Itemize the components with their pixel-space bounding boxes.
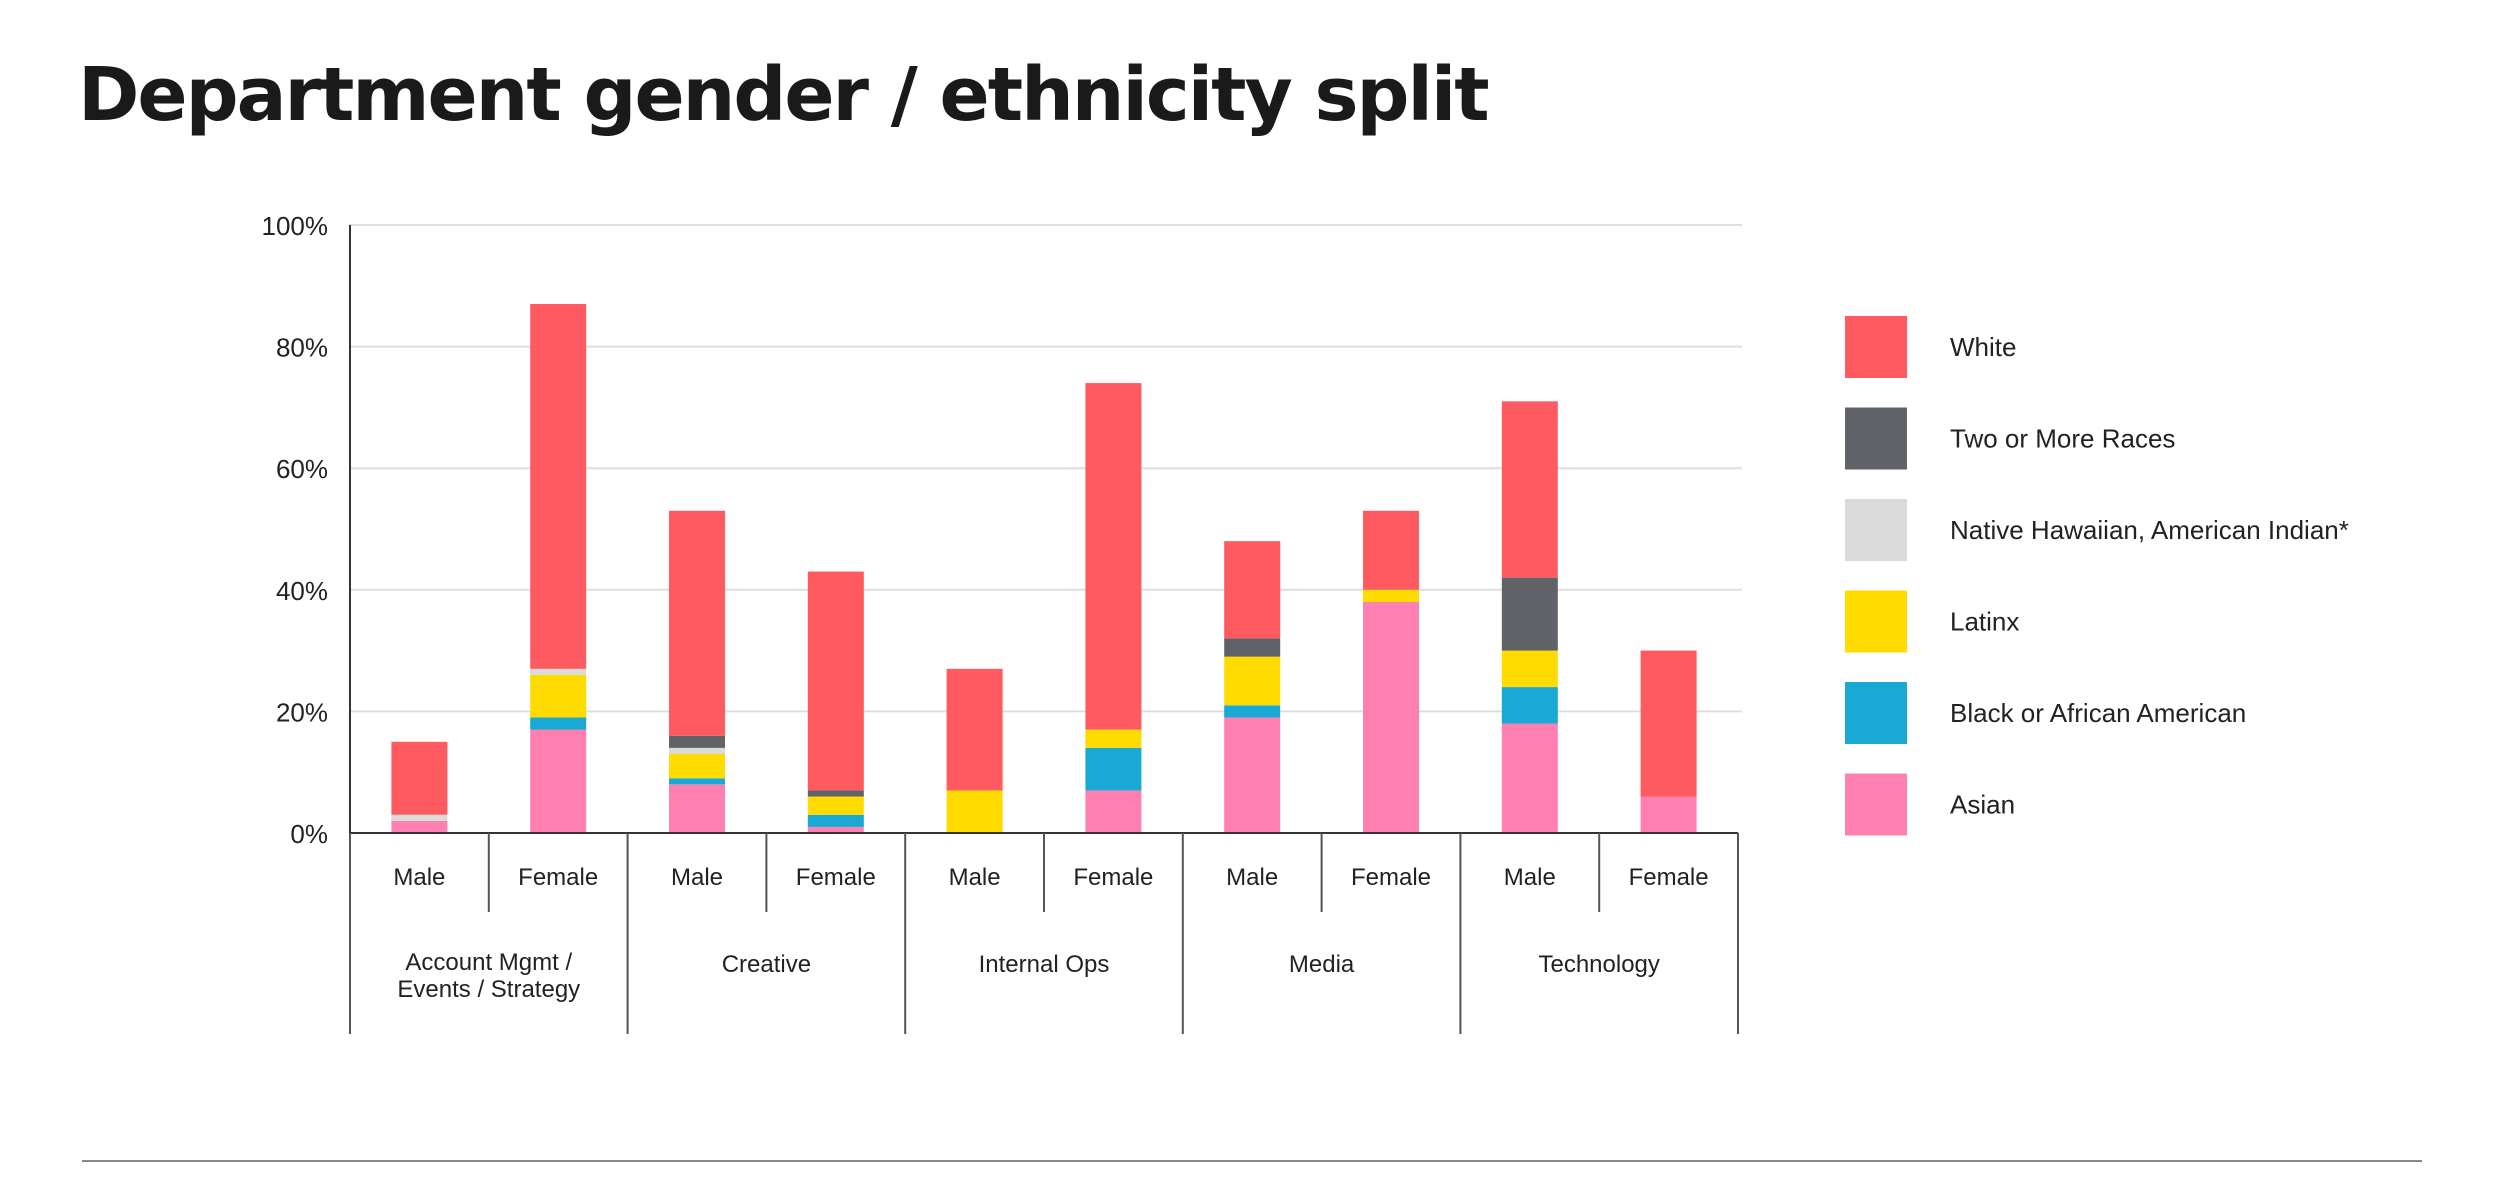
bar-segment — [1085, 383, 1142, 730]
bar-segment — [669, 753, 725, 779]
x-category-label: Female — [518, 864, 598, 891]
bar-segment — [530, 674, 587, 718]
x-category-label: Male — [671, 864, 723, 891]
bar-segment — [530, 717, 587, 730]
y-tick-label: 80% — [276, 333, 328, 363]
bar-segment — [1640, 650, 1697, 797]
y-axis: 0% 20% 40% 60% 80% 100% — [262, 211, 351, 849]
bar-segment — [530, 729, 587, 833]
bar-segment — [669, 510, 725, 736]
x-category-label: Male — [949, 864, 1001, 891]
x-group-label: Technology — [1538, 951, 1659, 978]
bar-segment — [1363, 510, 1419, 590]
legend-label: Native Hawaiian, American Indian* — [1950, 515, 2349, 545]
legend-swatch — [1845, 590, 1907, 653]
bar-segment — [807, 796, 864, 815]
legend-swatch — [1845, 407, 1907, 470]
y-tick-label: 40% — [276, 576, 328, 606]
legend-label: Asian — [1950, 790, 2015, 820]
y-tick-label: 60% — [276, 454, 328, 484]
bar-segment — [1501, 650, 1558, 688]
bar-segment — [1224, 541, 1281, 639]
legend-swatch — [1845, 773, 1907, 836]
x-category-label: Female — [796, 864, 876, 891]
bar-segment — [1501, 687, 1558, 724]
legend-label: Latinx — [1950, 607, 2019, 637]
x-category-label: Male — [1226, 864, 1278, 891]
bar-segment — [1501, 577, 1558, 651]
legend-label: Black or African American — [1950, 698, 2246, 728]
legend-swatch — [1845, 499, 1907, 561]
bar-segment — [391, 814, 448, 821]
bar-segment — [807, 571, 864, 791]
bar-segment — [530, 304, 587, 669]
legend-label: Two or More Races — [1950, 424, 2175, 454]
page-title: Department gender / ethnicity split — [78, 52, 1490, 138]
bottom-divider — [82, 1160, 2422, 1162]
bar-segment — [669, 735, 725, 748]
x-category-label: Female — [1073, 864, 1153, 891]
bar-segment — [1085, 790, 1142, 833]
bar-segment — [807, 790, 864, 797]
x-group-label: Media — [1289, 951, 1355, 978]
bar-segment — [391, 741, 448, 815]
bar-segment — [1224, 717, 1281, 833]
bar-segment — [807, 814, 864, 827]
bars — [391, 304, 1697, 833]
bar-segment — [1085, 747, 1142, 791]
bar-segment — [1224, 656, 1281, 706]
x-group-label: Creative — [722, 951, 811, 978]
bar-segment — [669, 747, 725, 754]
bar-segment — [946, 668, 1003, 791]
legend: White Two or More Races Native Hawaiian, A… — [1845, 316, 2349, 836]
bar-segment — [1501, 401, 1558, 578]
x-axis: Male Female Male Female Male Female Male Female… — [349, 832, 1739, 1034]
x-group-label: Account Mgmt / Events / Strategy — [397, 949, 580, 1003]
bar-segment — [1501, 723, 1558, 833]
bar-segment — [669, 784, 725, 833]
bar-segment — [1224, 705, 1281, 718]
bar-segment — [669, 778, 725, 785]
bar-segment — [1085, 729, 1142, 748]
legend-swatch — [1845, 682, 1907, 744]
x-category-label: Male — [1504, 864, 1556, 891]
bar-segment — [391, 820, 448, 833]
bar-segment — [530, 668, 587, 675]
bar-segment — [1363, 589, 1419, 602]
x-category-label: Female — [1629, 864, 1709, 891]
bar-segment — [946, 790, 1003, 833]
legend-swatch — [1845, 316, 1907, 378]
legend-label: White — [1950, 332, 2016, 362]
bar-segment — [807, 826, 864, 833]
bar-segment — [1363, 601, 1419, 833]
x-group-label: Internal Ops — [979, 951, 1110, 978]
y-tick-label: 0% — [290, 819, 328, 849]
y-tick-label: 20% — [276, 697, 328, 727]
bar-segment — [1224, 638, 1281, 657]
y-tick-label: 100% — [262, 211, 329, 241]
bar-segment — [1640, 796, 1697, 833]
x-category-label: Male — [393, 864, 445, 891]
x-category-label: Female — [1351, 864, 1431, 891]
